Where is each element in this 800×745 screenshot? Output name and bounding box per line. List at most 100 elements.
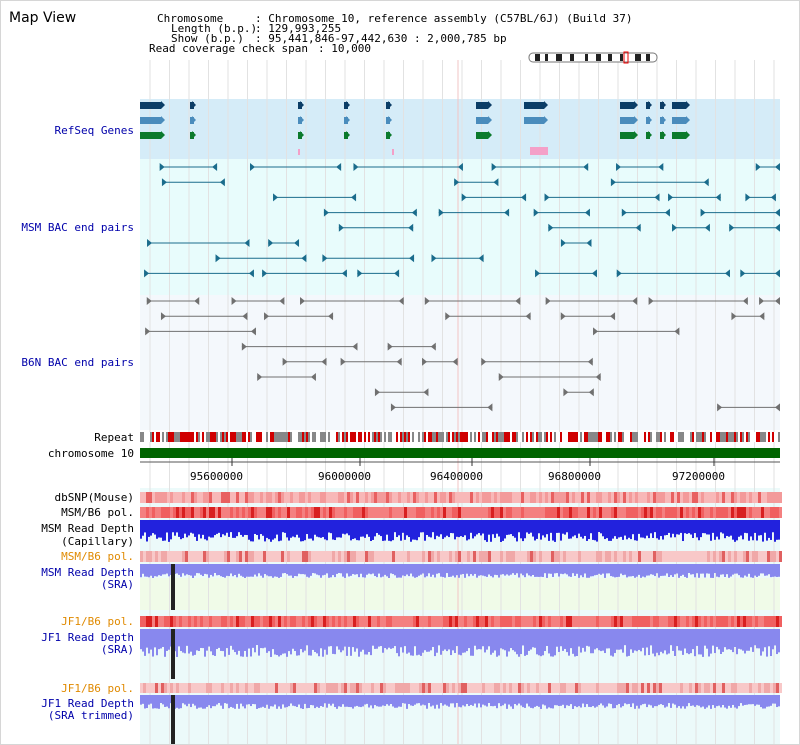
jf1-pol2-cell xyxy=(557,683,560,693)
msm-pol2-cell xyxy=(434,551,437,562)
msm-sra-depth-bar xyxy=(408,564,410,577)
msm-pol-cell xyxy=(188,507,191,518)
jf1-trim-depth-bar xyxy=(514,695,516,705)
jf1-pol2-cell xyxy=(704,683,707,693)
jf1-trim-depth-bar xyxy=(698,695,700,706)
dbsnp-cell xyxy=(518,492,521,503)
jf1-sra-depth-bar xyxy=(218,629,220,648)
msm-sra-depth-bar xyxy=(200,564,202,575)
b6n-bac-label[interactable]: B6N BAC end pairs xyxy=(21,356,134,369)
msm-cap-depth-bar xyxy=(170,520,172,540)
jf1-sra-depth-bar xyxy=(266,629,268,653)
repeat-block xyxy=(620,432,622,442)
msm-b6-pol-label-2: MSM/B6 pol. xyxy=(61,550,134,563)
dbsnp-cell xyxy=(239,492,242,503)
msm-sra-depth-bar xyxy=(418,564,420,576)
msm-cap-depth-bar xyxy=(542,520,544,536)
jf1-sra-depth-bar xyxy=(658,629,660,656)
jf1-trim-depth-bar xyxy=(662,695,664,706)
jf1-pol2-cell xyxy=(722,683,725,693)
msm-cap-depth-bar xyxy=(150,520,152,536)
msm-read-depth-sra-label-1[interactable]: MSM Read Depth xyxy=(41,566,134,579)
repeat-block xyxy=(606,432,608,442)
jf1-trim-depth-bar xyxy=(324,695,326,704)
jf1-pol2-cell xyxy=(734,683,737,693)
refseq-genes-label[interactable]: RefSeq Genes xyxy=(54,124,134,137)
jf1-trim-depth-bar xyxy=(744,695,746,705)
msm-cap-depth-bar xyxy=(516,520,518,542)
msm-sra-depth-bar xyxy=(746,564,748,577)
msm-sra-depth-bar xyxy=(404,564,406,577)
msm-cap-depth-bar xyxy=(420,520,422,533)
msm-pol-cell xyxy=(410,507,413,518)
msm-cap-depth-bar xyxy=(434,520,436,540)
jf1-trim-depth-bar xyxy=(276,695,278,709)
msm-bac-label[interactable]: MSM BAC end pairs xyxy=(21,221,134,234)
dbsnp-cell xyxy=(158,492,161,503)
jf1-pol2-cell xyxy=(452,683,455,693)
repeat-block xyxy=(596,432,598,442)
jf1-pol2-cell xyxy=(578,683,581,693)
jf1-trim-depth-bar xyxy=(636,695,638,706)
msm-pol-cell xyxy=(347,507,350,518)
jf1-sra-depth-bar xyxy=(342,629,344,651)
jf1-pol-cell xyxy=(206,616,209,627)
jf1-read-depth-trim-label-1[interactable]: JF1 Read Depth xyxy=(41,697,134,710)
msm-pol2-cell xyxy=(260,551,263,562)
repeat-block xyxy=(490,432,492,442)
msm-cap-depth-bar xyxy=(546,520,548,535)
gene-arrow xyxy=(544,101,548,109)
jf1-trim-depth-bar xyxy=(508,695,510,705)
jf1-sra-depth-bar xyxy=(686,629,688,654)
jf1-pol2-cell xyxy=(293,683,296,693)
msm-bac-end xyxy=(301,254,307,263)
msm-sra-depth-bar xyxy=(466,564,468,574)
jf1-trim-depth-bar xyxy=(556,695,558,706)
msm-sra-depth-bar xyxy=(450,564,452,577)
msm-sra-depth-bar xyxy=(524,564,526,578)
jf1-sra-depth-bar xyxy=(726,629,728,650)
jf1-trim-depth-bar xyxy=(312,695,314,706)
msm-cap-depth-bar xyxy=(162,520,164,541)
msm-pol-cell xyxy=(512,507,515,518)
ideogram-band xyxy=(556,54,562,61)
repeat-block xyxy=(446,432,448,442)
msm-sra-depth-bar xyxy=(514,564,516,575)
msm-pol2-cell xyxy=(173,551,176,562)
jf1-read-depth-sra-label-2[interactable]: (SRA) xyxy=(100,643,134,656)
jf1-trim-depth-bar xyxy=(330,695,332,706)
jf1-sra-depth-bar xyxy=(452,629,454,651)
jf1-trim-depth-bar xyxy=(470,695,472,705)
jf1-pol-cell xyxy=(758,616,761,627)
gene-arrow xyxy=(634,101,638,109)
msm-pol2-cell xyxy=(446,551,449,562)
dbsnp-cell xyxy=(326,492,329,503)
jf1-pol2-cell xyxy=(752,683,755,693)
jf1-sra-depth-bar xyxy=(778,629,780,653)
msm-pol2-cell xyxy=(677,551,680,562)
b6n-bac-end xyxy=(160,312,166,321)
msm-cap-depth-bar xyxy=(686,520,688,534)
jf1-pol-cell xyxy=(482,616,485,627)
jf1-read-depth-trim-label-2[interactable]: (SRA trimmed) xyxy=(47,709,134,722)
msm-pol-cell xyxy=(689,507,692,518)
msm-pol-cell xyxy=(650,507,653,518)
repeat-block xyxy=(382,432,384,442)
msm-read-depth-sra-label-2[interactable]: (SRA) xyxy=(100,578,134,591)
msm-sra-depth-bar xyxy=(376,564,378,578)
jf1-read-depth-sra-label-1[interactable]: JF1 Read Depth xyxy=(41,631,134,644)
b6n-bac-end xyxy=(300,297,306,305)
jf1-trim-depth-bar xyxy=(152,695,154,709)
msm-cap-depth-bar xyxy=(594,520,596,541)
jf1-pol2-cell xyxy=(719,683,722,693)
jf1-sra-depth-bar xyxy=(468,629,470,649)
gene-arrow xyxy=(388,116,392,124)
b6n-bac-end xyxy=(525,312,531,321)
jf1-trim-depth-bar xyxy=(458,695,460,707)
msm-sra-depth-bar xyxy=(544,564,546,574)
msm-bac-end xyxy=(775,223,780,232)
jf1-pol2-cell xyxy=(395,683,398,693)
dbsnp-cell xyxy=(479,492,482,503)
repeat-block xyxy=(242,432,244,442)
